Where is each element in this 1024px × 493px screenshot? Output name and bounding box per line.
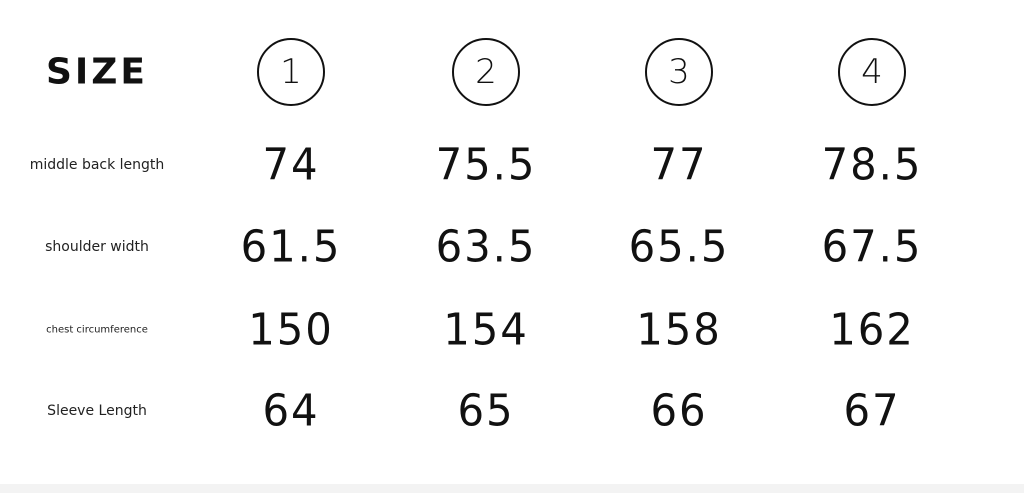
measurement-value: 150	[248, 304, 334, 356]
measurement-value: 77	[650, 139, 708, 191]
size-title: SIZE	[45, 51, 149, 93]
measurement-value: 63.5	[435, 221, 537, 273]
measurement-value: 61.5	[240, 221, 342, 273]
measurement-value: 64	[262, 385, 320, 437]
size-header-circle: 2	[452, 38, 520, 106]
size-header-circle: 1	[257, 38, 325, 106]
measurement-value: 74	[262, 139, 320, 191]
measurement-value: 65	[457, 385, 515, 437]
row-label: Sleeve Length	[47, 403, 147, 419]
row-label: chest circumference	[46, 324, 148, 336]
measurement-value: 75.5	[435, 139, 537, 191]
measurement-value: 158	[636, 304, 722, 356]
bottom-strip	[0, 484, 1024, 493]
size-header-circle: 4	[838, 38, 906, 106]
size-header-circle: 3	[645, 38, 713, 106]
measurement-value: 67	[843, 385, 901, 437]
measurement-value: 162	[829, 304, 915, 356]
measurement-value: 78.5	[821, 139, 923, 191]
row-label: shoulder width	[45, 239, 149, 255]
measurement-value: 154	[443, 304, 529, 356]
measurement-value: 67.5	[821, 221, 923, 273]
measurement-value: 66	[650, 385, 708, 437]
row-label: middle back length	[29, 157, 165, 173]
measurement-value: 65.5	[628, 221, 730, 273]
